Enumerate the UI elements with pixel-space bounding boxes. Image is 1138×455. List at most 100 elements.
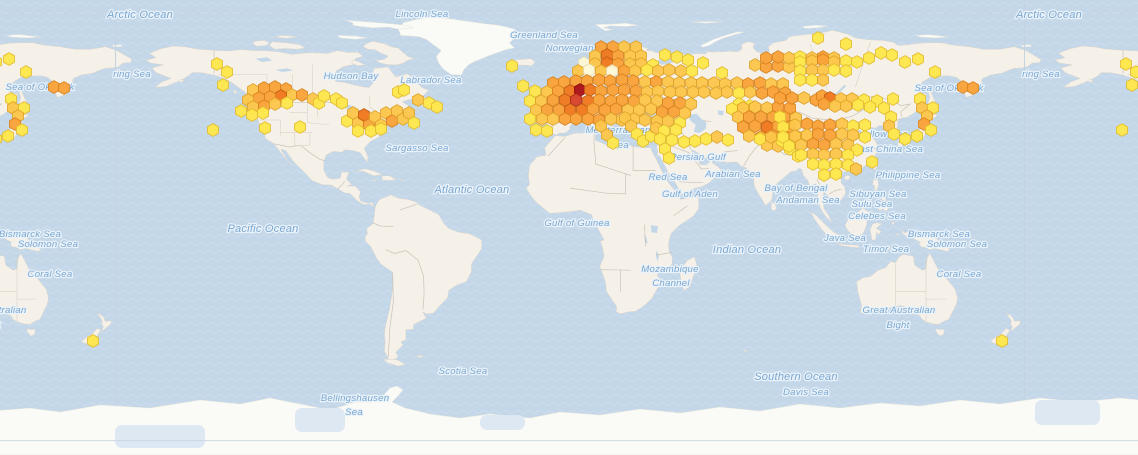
- hex-bin[interactable]: [875, 46, 887, 60]
- hex-bin[interactable]: [859, 118, 871, 132]
- hex-bin[interactable]: [760, 60, 772, 74]
- hex-bin[interactable]: [886, 48, 898, 62]
- hex-bin[interactable]: [547, 112, 559, 126]
- hex-bin[interactable]: [616, 93, 628, 107]
- hex-bin[interactable]: [840, 64, 852, 78]
- hex-bin[interactable]: [794, 73, 806, 87]
- hex-bin[interactable]: [618, 40, 630, 54]
- hex-bin[interactable]: [398, 83, 410, 97]
- hex-bin[interactable]: [749, 100, 761, 114]
- hex-bin[interactable]: [777, 130, 789, 144]
- hex-bin[interactable]: [269, 97, 281, 111]
- hex-bin[interactable]: [722, 133, 734, 147]
- hex-bin[interactable]: [866, 155, 878, 169]
- hex-bin[interactable]: [652, 64, 664, 78]
- hex-bin[interactable]: [217, 78, 229, 92]
- hex-bin[interactable]: [207, 123, 219, 137]
- hex-bin[interactable]: [850, 162, 862, 176]
- hex-bin[interactable]: [352, 124, 364, 138]
- hex-bin[interactable]: [257, 106, 269, 120]
- hex-bin[interactable]: [541, 124, 553, 138]
- hex-bin[interactable]: [721, 85, 733, 99]
- hex-bin[interactable]: [710, 86, 722, 100]
- hex-bin[interactable]: [786, 91, 798, 105]
- hex-bin[interactable]: [749, 58, 761, 72]
- hex-bin[interactable]: [582, 112, 594, 126]
- hex-bin[interactable]: [743, 129, 755, 143]
- hex-bin[interactable]: [967, 81, 979, 95]
- hex-bin[interactable]: [675, 64, 687, 78]
- hex-bin[interactable]: [996, 334, 1008, 348]
- hex-bin[interactable]: [294, 120, 306, 134]
- hex-bin[interactable]: [558, 75, 570, 89]
- hex-bin[interactable]: [784, 101, 796, 115]
- hex-bin[interactable]: [365, 124, 377, 138]
- hex-bin[interactable]: [716, 66, 728, 80]
- hex-bin[interactable]: [836, 127, 848, 141]
- hex-bin[interactable]: [887, 92, 899, 106]
- hex-bin[interactable]: [517, 79, 529, 93]
- hex-bin[interactable]: [530, 123, 542, 137]
- hex-bin[interactable]: [685, 97, 697, 111]
- hex-bin[interactable]: [408, 116, 420, 130]
- hex-bin[interactable]: [235, 104, 247, 118]
- hex-bin[interactable]: [664, 85, 676, 99]
- hex-bin[interactable]: [639, 93, 651, 107]
- hex-bin[interactable]: [221, 65, 233, 79]
- hex-bin[interactable]: [431, 100, 443, 114]
- hex-bin[interactable]: [700, 132, 712, 146]
- hex-bin[interactable]: [595, 119, 607, 133]
- hex-bin[interactable]: [246, 108, 258, 122]
- hex-bin[interactable]: [524, 112, 536, 126]
- hex-bin[interactable]: [689, 134, 701, 148]
- hex-bin[interactable]: [336, 96, 348, 110]
- hex-bin[interactable]: [583, 63, 595, 77]
- hex-bin[interactable]: [830, 167, 842, 181]
- hex-bin[interactable]: [559, 112, 571, 126]
- hex-bin[interactable]: [697, 56, 709, 70]
- hex-bin[interactable]: [818, 168, 830, 182]
- hex-bin[interactable]: [859, 130, 871, 144]
- hex-bin[interactable]: [671, 50, 683, 64]
- hex-bin[interactable]: [824, 128, 836, 142]
- hex-bin[interactable]: [593, 73, 605, 87]
- hex-bin[interactable]: [863, 51, 875, 65]
- hex-bin[interactable]: [737, 120, 749, 134]
- hex-bin[interactable]: [806, 73, 818, 87]
- hex-bin[interactable]: [259, 121, 271, 135]
- hex-bin[interactable]: [641, 63, 653, 77]
- hex-bin[interactable]: [828, 63, 840, 77]
- hex-bin[interactable]: [607, 136, 619, 150]
- hex-bin[interactable]: [772, 59, 784, 73]
- hex-bin[interactable]: [899, 132, 911, 146]
- hex-bin[interactable]: [593, 93, 605, 107]
- hex-bin[interactable]: [662, 96, 674, 110]
- hex-bin[interactable]: [929, 65, 941, 79]
- hex-bin[interactable]: [807, 157, 819, 171]
- hex-bin[interactable]: [536, 112, 548, 126]
- hex-bin[interactable]: [711, 130, 723, 144]
- hex-bin[interactable]: [864, 100, 876, 114]
- hex-bin[interactable]: [663, 63, 675, 77]
- hex-bin[interactable]: [817, 73, 829, 87]
- hex-bin[interactable]: [584, 83, 596, 97]
- hex-bin[interactable]: [755, 110, 767, 124]
- hex-bin[interactable]: [682, 53, 694, 67]
- hex-bin[interactable]: [812, 31, 824, 45]
- hex-bin[interactable]: [318, 89, 330, 103]
- hex-bin[interactable]: [743, 110, 755, 124]
- hex-bin[interactable]: [375, 122, 387, 136]
- hex-bin[interactable]: [211, 57, 223, 71]
- hex-bin[interactable]: [878, 101, 890, 115]
- hex-bin[interactable]: [765, 130, 777, 144]
- hex-bin[interactable]: [789, 129, 801, 143]
- hex-bin[interactable]: [744, 85, 756, 99]
- hex-bin[interactable]: [774, 91, 786, 105]
- hex-bin[interactable]: [749, 119, 761, 133]
- hex-bin[interactable]: [506, 59, 518, 73]
- hex-bin[interactable]: [663, 151, 675, 165]
- hex-bin[interactable]: [899, 55, 911, 69]
- hex-bin[interactable]: [605, 112, 617, 126]
- hex-bin[interactable]: [675, 85, 687, 99]
- hex-bin[interactable]: [829, 99, 841, 113]
